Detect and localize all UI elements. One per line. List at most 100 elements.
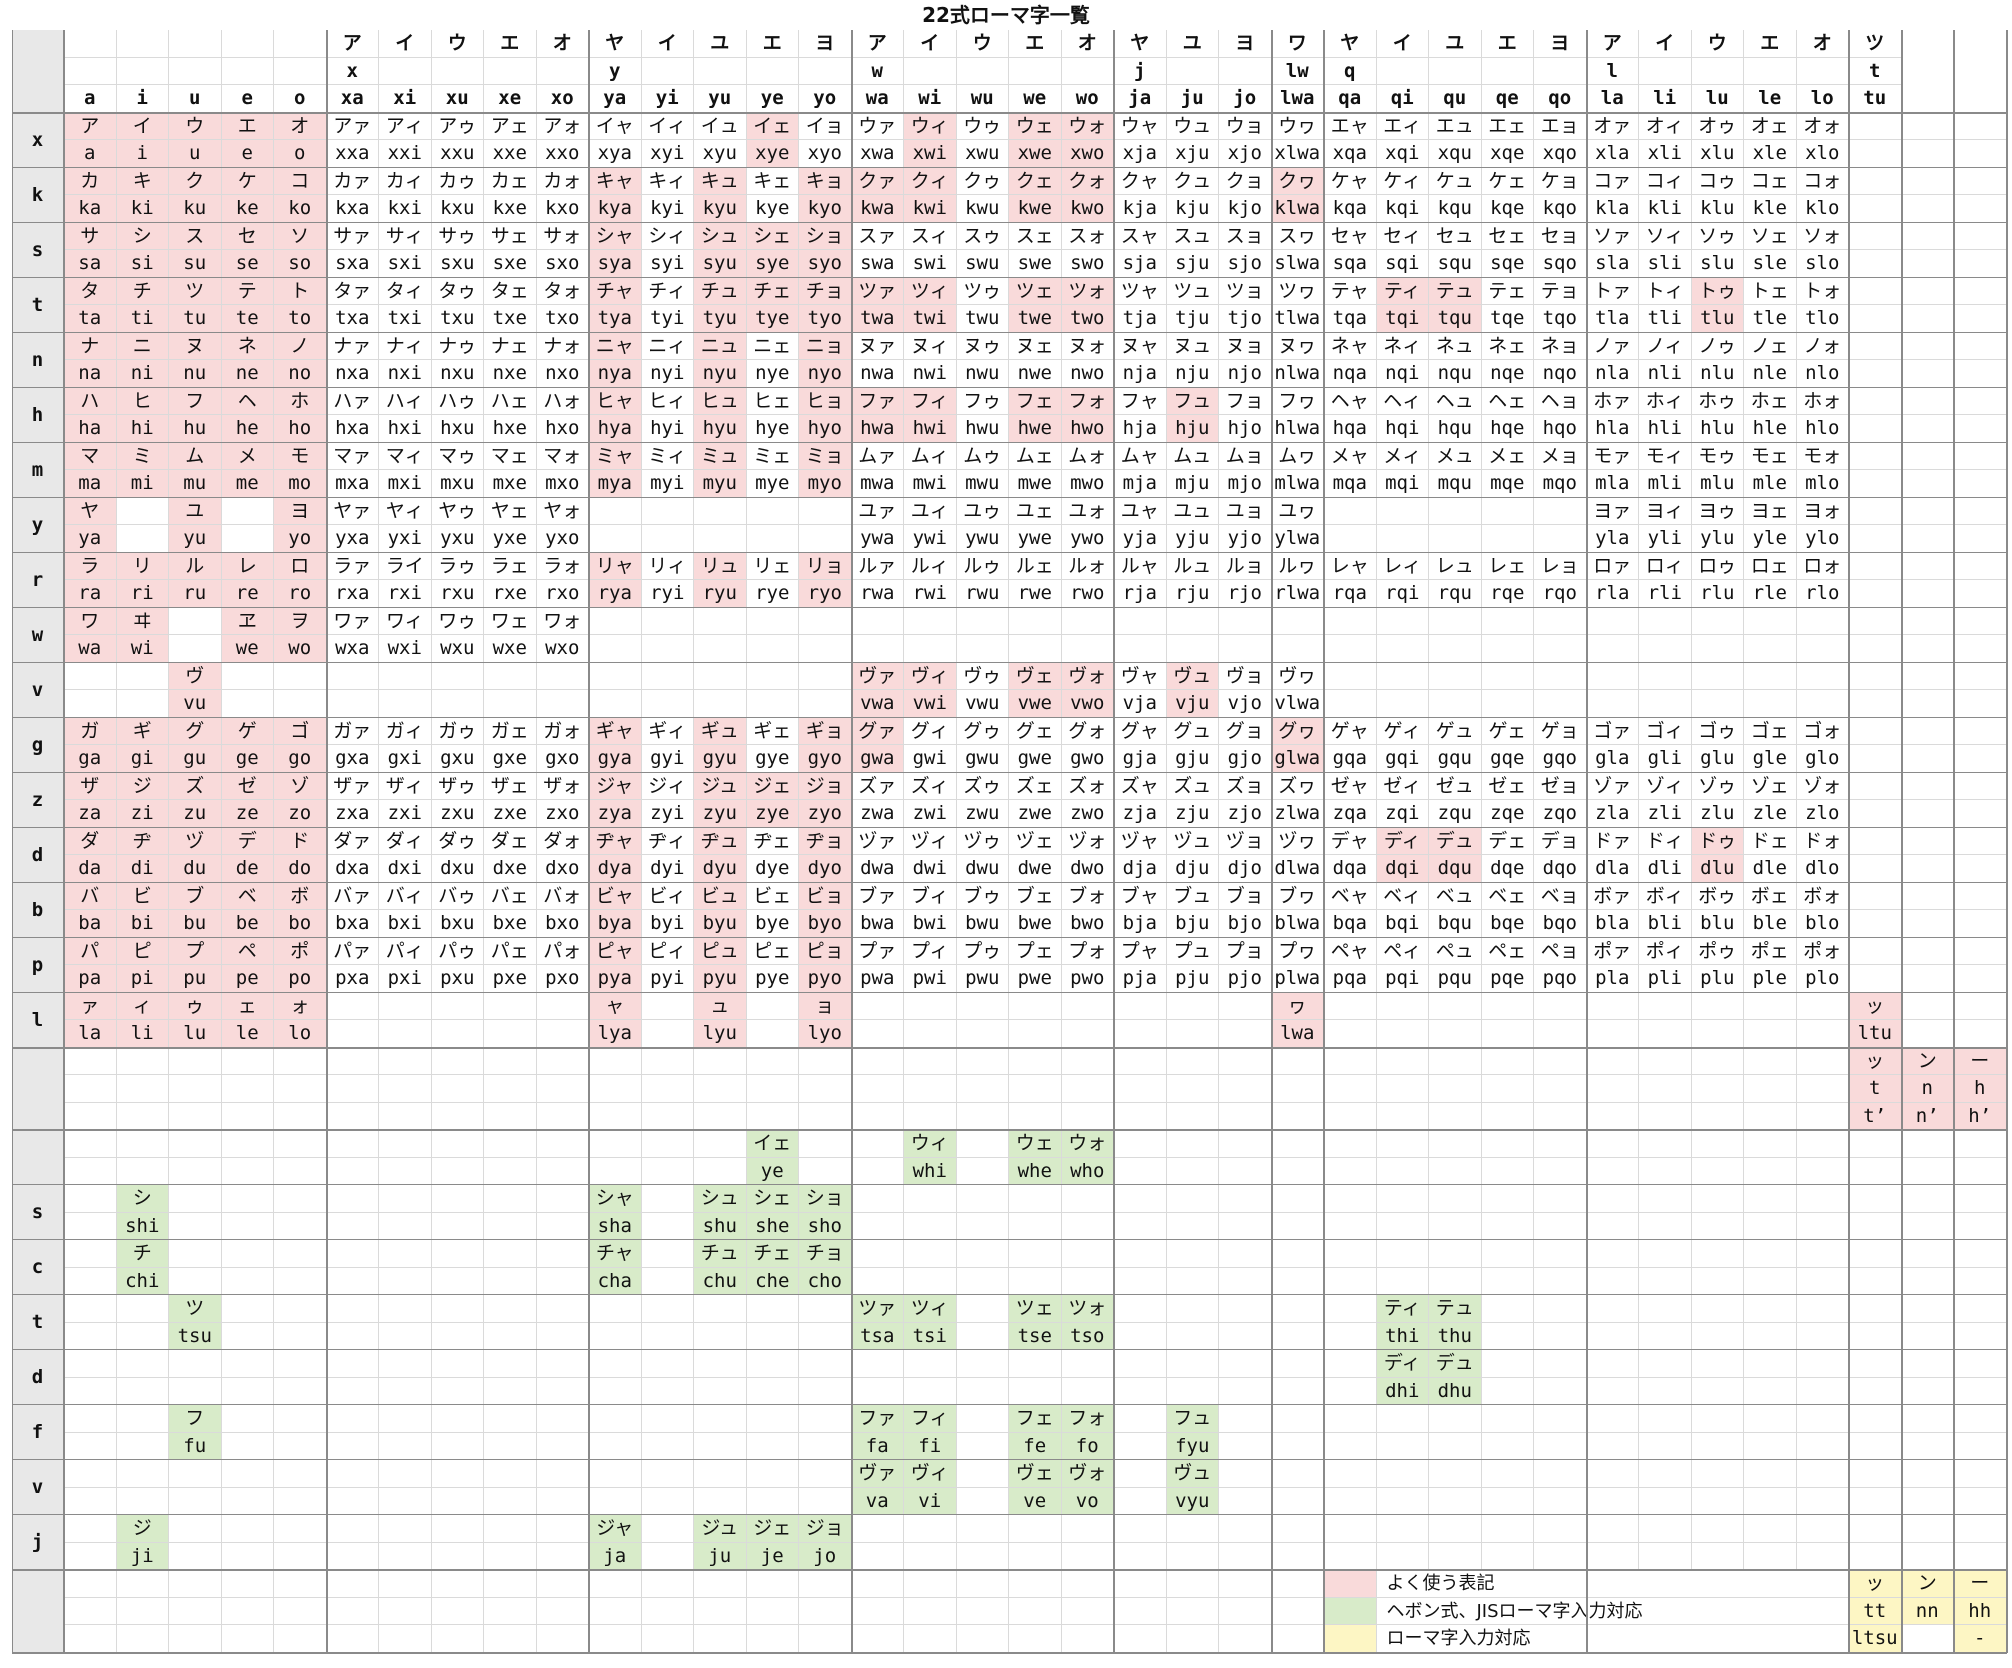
- kana-cell: ムェ: [1009, 443, 1062, 471]
- kana-cell: シャ: [589, 223, 642, 251]
- romaji-cell: u: [169, 140, 222, 168]
- kana-cell: セ: [222, 223, 275, 251]
- romaji-cell: mo: [274, 470, 327, 498]
- empty-cell: [432, 1158, 485, 1186]
- empty-cell: [957, 1378, 1010, 1406]
- kana-cell: ベャ: [1324, 883, 1377, 911]
- hepburn-romaji: fu: [169, 1433, 222, 1461]
- empty-cell: [589, 1103, 642, 1131]
- kana-cell: [1429, 608, 1482, 636]
- empty-cell: [799, 1323, 852, 1351]
- kana-cell: [1954, 993, 2007, 1021]
- romaji-cell: kxe: [484, 195, 537, 223]
- empty-cell: [222, 1213, 275, 1241]
- kana-cell: ウァ: [852, 113, 905, 141]
- romaji-cell: dla: [1587, 855, 1640, 883]
- empty-cell: [274, 1185, 327, 1213]
- romaji-cell: sya: [589, 250, 642, 278]
- romaji-cell: gqu: [1429, 745, 1482, 773]
- empty-cell: [484, 1625, 537, 1653]
- romaji-cell: [957, 635, 1010, 663]
- column-kana: ツ: [1849, 30, 1902, 58]
- empty-cell: [1167, 1543, 1220, 1571]
- kana-cell: [1849, 113, 1902, 141]
- empty-cell: [1849, 1460, 1902, 1488]
- kana-cell: ヴョ: [1219, 663, 1272, 691]
- empty-cell: [694, 1378, 747, 1406]
- column-romaji: i: [117, 85, 170, 113]
- hepburn-kana: ファ: [852, 1405, 905, 1433]
- empty-cell: [694, 1130, 747, 1158]
- romaji-cell: tle: [1744, 305, 1797, 333]
- romaji-cell: vwi: [904, 690, 957, 718]
- kana-cell: プゥ: [957, 938, 1010, 966]
- kana-cell: テェ: [1482, 278, 1535, 306]
- column-kana: ウ: [957, 30, 1010, 58]
- row-label: [12, 1130, 64, 1185]
- column-romaji: jo: [1219, 85, 1272, 113]
- romaji-cell: [1482, 635, 1535, 663]
- romaji-cell: txo: [537, 305, 590, 333]
- empty-cell: [64, 1488, 117, 1516]
- empty-cell: [1482, 1433, 1535, 1461]
- empty-cell: [1324, 1323, 1377, 1351]
- empty-cell: [1587, 1158, 1640, 1186]
- kana-cell: ヂィ: [642, 828, 695, 856]
- legend-swatch: [1324, 1598, 1377, 1626]
- column-letter: [1219, 58, 1272, 86]
- empty-cell: [852, 1213, 905, 1241]
- romaji-cell: dju: [1167, 855, 1220, 883]
- special-romaji-alt: t’: [1849, 1103, 1902, 1131]
- kana-cell: ビャ: [589, 883, 642, 911]
- empty-cell: [589, 1625, 642, 1653]
- romaji-cell: tlo: [1797, 305, 1850, 333]
- romaji-cell: yle: [1744, 525, 1797, 553]
- kana-cell: ダォ: [537, 828, 590, 856]
- kana-cell: ヅィ: [904, 828, 957, 856]
- empty-cell: [327, 1158, 380, 1186]
- romaji-cell: sye: [747, 250, 800, 278]
- row-label: v: [12, 663, 64, 718]
- empty-cell: [1272, 1598, 1325, 1626]
- kana-cell: ヅェ: [1009, 828, 1062, 856]
- empty-cell: [1797, 1488, 1850, 1516]
- romaji-cell: rxu: [432, 580, 485, 608]
- empty-cell: [222, 1323, 275, 1351]
- kana-cell: アォ: [537, 113, 590, 141]
- kana-cell: ズョ: [1219, 773, 1272, 801]
- romaji-cell: he: [222, 415, 275, 443]
- empty-cell: [799, 1378, 852, 1406]
- empty-cell: [1429, 1268, 1482, 1296]
- kana-cell: メョ: [1534, 443, 1587, 471]
- romaji-cell: [1534, 635, 1587, 663]
- empty-cell: [904, 1268, 957, 1296]
- kana-cell: ケィ: [1377, 168, 1430, 196]
- empty-cell: [1902, 1488, 1955, 1516]
- hepburn-romaji: tse: [1009, 1323, 1062, 1351]
- empty-cell: [1062, 1515, 1115, 1543]
- kana-cell: ゴァ: [1587, 718, 1640, 746]
- kana-cell: コェ: [1744, 168, 1797, 196]
- kana-cell: チ: [117, 278, 170, 306]
- kana-cell: [1902, 388, 1955, 416]
- empty-cell: [1587, 1075, 1640, 1103]
- romaji-cell: xyo: [799, 140, 852, 168]
- kana-cell: ヴュ: [1167, 663, 1220, 691]
- empty-cell: [484, 1433, 537, 1461]
- hepburn-kana: シ: [117, 1185, 170, 1213]
- romaji-cell: [1954, 635, 2007, 663]
- empty-cell: [1797, 1048, 1850, 1076]
- romaji-cell: [1482, 525, 1535, 553]
- kana-cell: バィ: [379, 883, 432, 911]
- empty-cell: [957, 1075, 1010, 1103]
- empty-cell: [274, 1515, 327, 1543]
- empty-cell: [957, 1130, 1010, 1158]
- romaji-cell: su: [169, 250, 222, 278]
- romaji-cell: wxo: [537, 635, 590, 663]
- kana-cell: ユュ: [1167, 498, 1220, 526]
- kana-cell: チャ: [589, 278, 642, 306]
- romaji-cell: vlwa: [1272, 690, 1325, 718]
- kana-cell: ヴヮ: [1272, 663, 1325, 691]
- kana-cell: トィ: [1639, 278, 1692, 306]
- kana-cell: ノ: [274, 333, 327, 361]
